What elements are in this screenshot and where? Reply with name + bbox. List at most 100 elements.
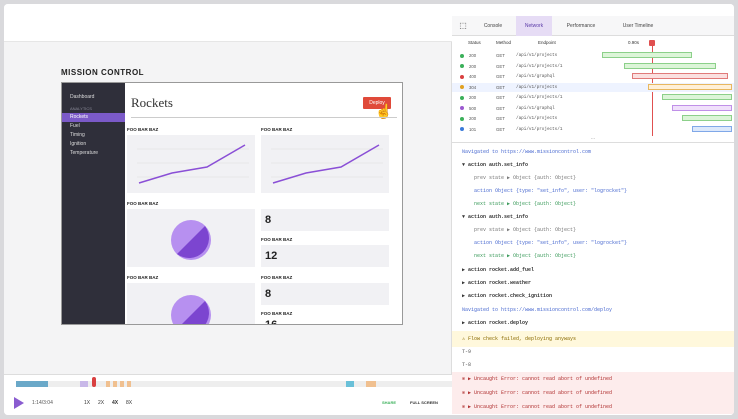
tab-performance[interactable]: Performance xyxy=(566,23,596,29)
network-request-row[interactable]: 200 GET/api/v1/projects/1 xyxy=(452,62,734,71)
network-request-row[interactable]: 200 GET/api/v1/projects/1 xyxy=(452,93,734,102)
log-next-state[interactable]: next state ▶ Object {auth: Object} xyxy=(474,253,577,259)
log-error[interactable]: ⊗ ▶ Uncaught Error: cannot read abort of… xyxy=(452,372,734,386)
request-timing-bar xyxy=(632,73,728,79)
caret-down-icon: ▼ xyxy=(462,214,469,220)
sidebar-item-fuel[interactable]: Fuel xyxy=(70,123,80,129)
log-action[interactable]: ▶ action rocket.add_fuel xyxy=(452,267,734,273)
time-marker-label: 0.90s xyxy=(628,40,640,45)
log-action-object: action Object {type: "set_info", user: "… xyxy=(452,240,734,246)
network-request-row[interactable]: 200 GET/api/v1/projects xyxy=(452,51,734,60)
request-endpoint: /api/v1/projects/1 xyxy=(516,126,563,132)
network-request-row[interactable]: 400 GET/api/v1/graphql xyxy=(452,72,734,81)
request-endpoint: /api/v1/graphql xyxy=(516,105,555,111)
fullscreen-button[interactable]: FULL SCREEN xyxy=(410,400,438,405)
metric-card xyxy=(261,209,389,231)
play-icon[interactable] xyxy=(14,397,24,409)
timeline-segment xyxy=(346,381,354,387)
speed-8x-button[interactable]: 8X xyxy=(126,400,133,406)
timeline-segment xyxy=(366,381,376,387)
column-method[interactable]: Method xyxy=(496,40,512,45)
line-chart-card xyxy=(127,135,255,193)
log-action-label: action rocket.weather xyxy=(468,280,532,286)
request-timing-bar xyxy=(682,115,732,121)
console-log: Navigated to https://www.missioncontrol.… xyxy=(452,142,734,415)
share-button[interactable]: SHARE xyxy=(382,400,397,405)
log-error[interactable]: ⊗ ▶ Uncaught Error: cannot read abort of… xyxy=(452,386,734,400)
request-timing-bar xyxy=(662,94,732,100)
deploy-button[interactable]: Deploy xyxy=(363,97,391,109)
card-label: FOO BAR BAZ xyxy=(127,275,159,280)
inspect-icon[interactable]: ⬚ xyxy=(459,21,467,30)
card-label: FOO BAR BAZ xyxy=(261,311,293,316)
timeline-segment xyxy=(80,381,88,387)
status-dot-icon xyxy=(460,116,464,121)
tab-network[interactable]: Network xyxy=(516,16,552,36)
request-timing-bar xyxy=(648,83,732,90)
timeline-track[interactable] xyxy=(16,377,452,387)
column-endpoint[interactable]: Endpoint xyxy=(538,40,556,45)
request-timing-bar xyxy=(672,104,732,111)
log-navigation: Navigated to https://www.missioncontrol.… xyxy=(462,307,613,313)
sidebar-item-ignition[interactable]: Ignition xyxy=(70,141,87,147)
line-chart-icon xyxy=(271,144,383,184)
log-next-state[interactable]: next state ▶ Object {auth: Object} xyxy=(474,201,577,207)
brand-title: MISSION CONTROL xyxy=(61,68,145,77)
log-prev-state[interactable]: prev state ▶ Object {auth: Object} xyxy=(474,227,577,233)
line-chart-icon xyxy=(137,144,249,184)
log-action-label: action rocket.add_fuel xyxy=(468,267,535,273)
metric-value: 8 xyxy=(265,288,272,300)
speed-4x-button[interactable]: 4X xyxy=(112,400,119,406)
status-dot-icon xyxy=(460,74,464,79)
app-window: MISSION CONTROL Dashboard ANALYTICS Rock… xyxy=(4,4,734,415)
log-error[interactable]: ⊗ ▶ Uncaught Error: cannot read abort of… xyxy=(452,400,734,414)
network-request-row[interactable]: 500 GET/api/v1/graphql xyxy=(452,104,734,113)
metric-card xyxy=(261,283,389,305)
pointer-cursor-icon: ☝ xyxy=(375,103,393,119)
log-action[interactable]: ▶ action rocket.check_ignition xyxy=(452,293,734,299)
column-status[interactable]: Status xyxy=(468,40,481,45)
caret-right-icon: ▶ xyxy=(462,320,469,326)
time-marker-handle[interactable] xyxy=(649,40,655,46)
sidebar-item-rockets[interactable]: Rockets xyxy=(62,113,125,122)
tab-console[interactable]: Console xyxy=(483,23,503,29)
status-dot-icon xyxy=(460,106,464,110)
app-main: Rockets Deploy ☝ FOO BAR BAZ FOO BAR BAZ xyxy=(125,83,402,325)
caret-right-icon: ▶ xyxy=(462,267,469,273)
log-action-label: action auth.set_info xyxy=(468,214,529,220)
request-method: GET xyxy=(496,126,505,132)
pie-chart-card xyxy=(127,283,255,324)
log-prev-state[interactable]: prev state ▶ Object {auth: Object} xyxy=(474,175,577,181)
request-endpoint: /api/v1/projects xyxy=(516,116,558,121)
request-method: GET xyxy=(496,105,505,111)
speed-2x-button[interactable]: 2X xyxy=(98,400,105,406)
log-warning-text: Flow check failed, deploying anyways xyxy=(468,336,577,342)
tab-user-timeline[interactable]: User Timeline xyxy=(622,23,654,29)
playback-time: 1:14/3:04 xyxy=(32,400,53,406)
network-request-row[interactable]: 101 GET/api/v1/projects/1 xyxy=(452,125,734,134)
request-status: 200 xyxy=(469,63,477,69)
request-method: GET xyxy=(496,63,505,69)
metric-value: 16 xyxy=(265,319,278,325)
session-replay-pane: MISSION CONTROL Dashboard ANALYTICS Rock… xyxy=(4,4,452,415)
resize-handle[interactable]: ··· xyxy=(590,136,596,142)
log-error-text: Uncaught Error: cannot read abort of und… xyxy=(474,404,613,410)
log-action[interactable]: ▼ action auth.set_info xyxy=(452,214,734,220)
sidebar-item-timing[interactable]: Timing xyxy=(70,132,85,138)
replayed-app: Dashboard ANALYTICS Rockets Fuel Timing … xyxy=(61,82,403,325)
request-endpoint: /api/v1/projects xyxy=(516,84,558,90)
title-divider xyxy=(131,117,397,118)
network-request-row[interactable]: 200 GET/api/v1/projects xyxy=(452,114,734,123)
log-action-label: action rocket.deploy xyxy=(468,320,529,326)
playhead-handle[interactable] xyxy=(92,377,96,387)
metric-card xyxy=(261,245,389,267)
log-action[interactable]: ▶ action rocket.weather xyxy=(452,280,734,286)
log-action[interactable]: ▼ action auth.set_info xyxy=(452,162,734,168)
sidebar-item-temperature[interactable]: Temperature xyxy=(70,150,99,156)
network-request-row[interactable]: 304 GET/api/v1/projects xyxy=(452,82,734,92)
speed-1x-button[interactable]: 1X xyxy=(84,400,91,406)
sidebar-item-dashboard[interactable]: Dashboard xyxy=(70,94,95,100)
request-method: GET xyxy=(496,84,505,90)
card-label: FOO BAR BAZ xyxy=(127,127,159,132)
log-action[interactable]: ▶ action rocket.deploy xyxy=(452,320,734,326)
